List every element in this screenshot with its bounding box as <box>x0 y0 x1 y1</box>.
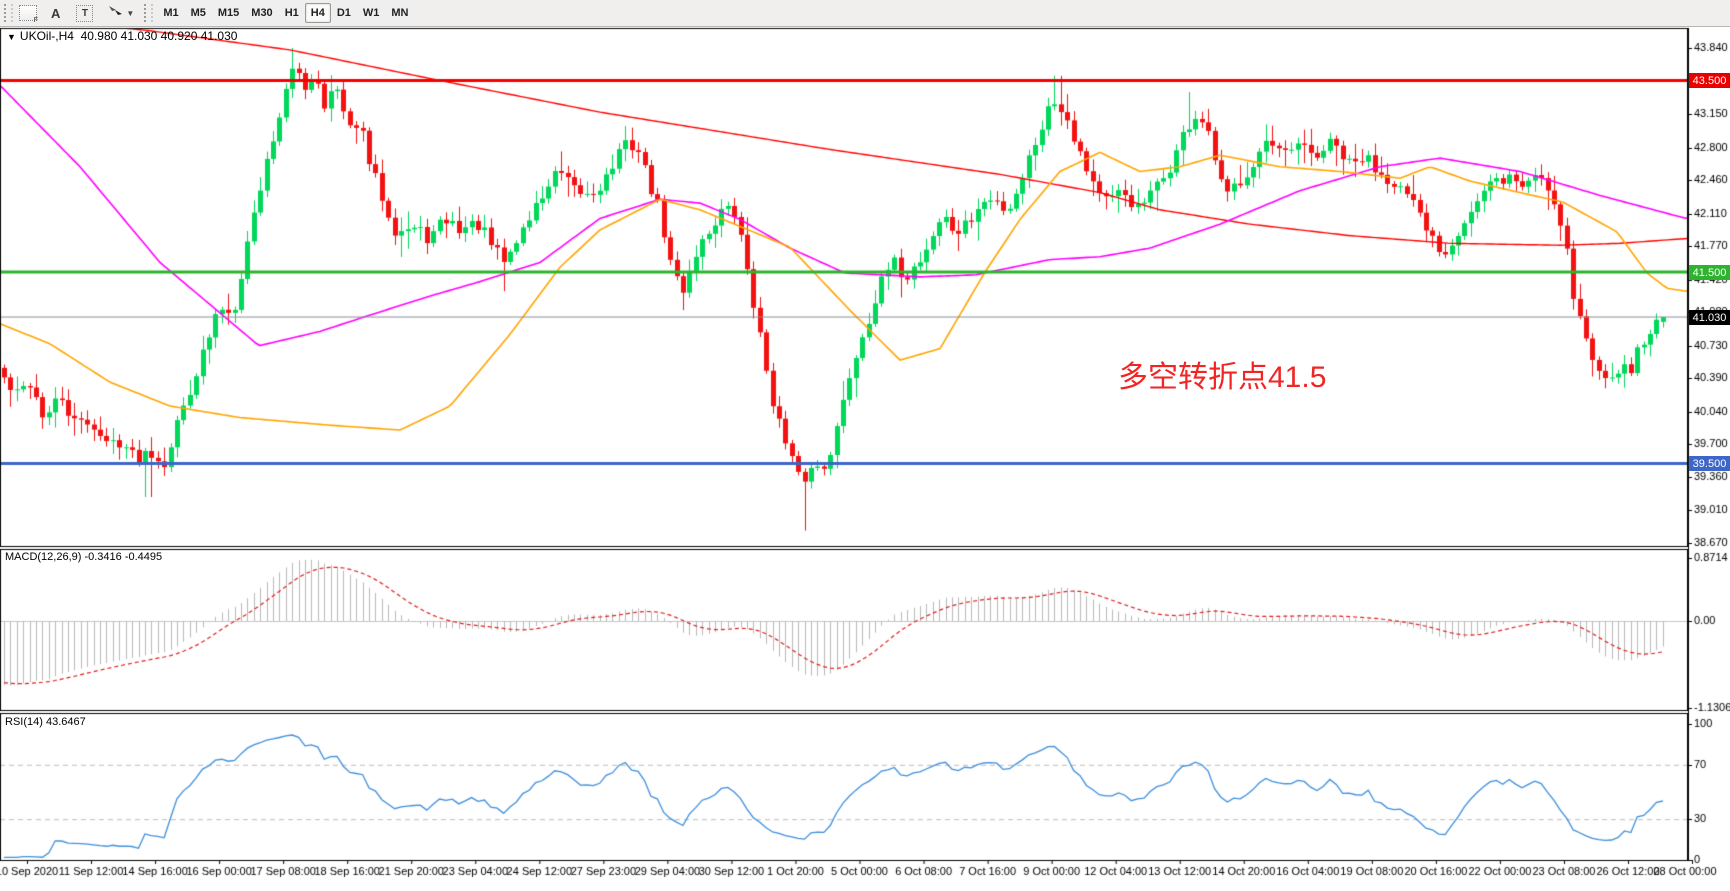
symbol-name: UKOil-,H4 <box>19 29 74 43</box>
rsi-indicator-label: RSI(14) 43.6467 <box>5 716 86 728</box>
chart-template-icon[interactable]: F <box>19 5 38 24</box>
price-tag-pivot: 41.500 <box>1689 265 1730 280</box>
macd-indicator-label: MACD(12,26,9) -0.3416 -0.4495 <box>5 551 163 563</box>
price-tag-support: 39.500 <box>1689 456 1730 471</box>
timeframe-m30-button[interactable]: M30 <box>245 3 279 23</box>
price-tag-current: 41.030 <box>1689 310 1730 325</box>
chevron-down-icon: ▼ <box>126 8 135 18</box>
toolbar-grip-handle[interactable] <box>4 4 13 22</box>
chart-title: ▼ UKOil-,H4 40.980 41.030 40.920 41.030 <box>7 29 237 43</box>
timeframe-m5-button[interactable]: M5 <box>184 3 212 23</box>
toolbar-grip-handle-2[interactable] <box>144 4 154 22</box>
timeframe-h4-button[interactable]: H4 <box>304 3 331 23</box>
timeframe-m15-button[interactable]: M15 <box>211 3 246 23</box>
timeframe-d1-button[interactable]: D1 <box>330 3 357 23</box>
timeframe-h1-button[interactable]: H1 <box>278 3 305 23</box>
cursor-tool-button[interactable]: ▼ <box>107 4 134 23</box>
timeframe-m1-button[interactable]: M1 <box>157 3 185 23</box>
font-tool-icon[interactable]: A <box>51 5 61 21</box>
cursor-arrows-icon <box>107 4 123 23</box>
ohlc-readout: 40.980 41.030 40.920 41.030 <box>80 29 238 43</box>
text-label-tool-icon[interactable]: T <box>76 4 94 22</box>
price-tag-resistance: 43.500 <box>1689 73 1730 88</box>
timeframe-w1-button[interactable]: W1 <box>356 3 386 23</box>
timeframe-mn-button[interactable]: MN <box>385 3 415 23</box>
chart-text-annotation[interactable]: 多空转折点41.5 <box>1118 361 1327 394</box>
collapse-triangle-icon[interactable]: ▼ <box>7 32 16 42</box>
toolbar: F A T ▼ M1 M5 M15 M30 H1 H4 D1 W1 MN <box>0 0 1730 27</box>
